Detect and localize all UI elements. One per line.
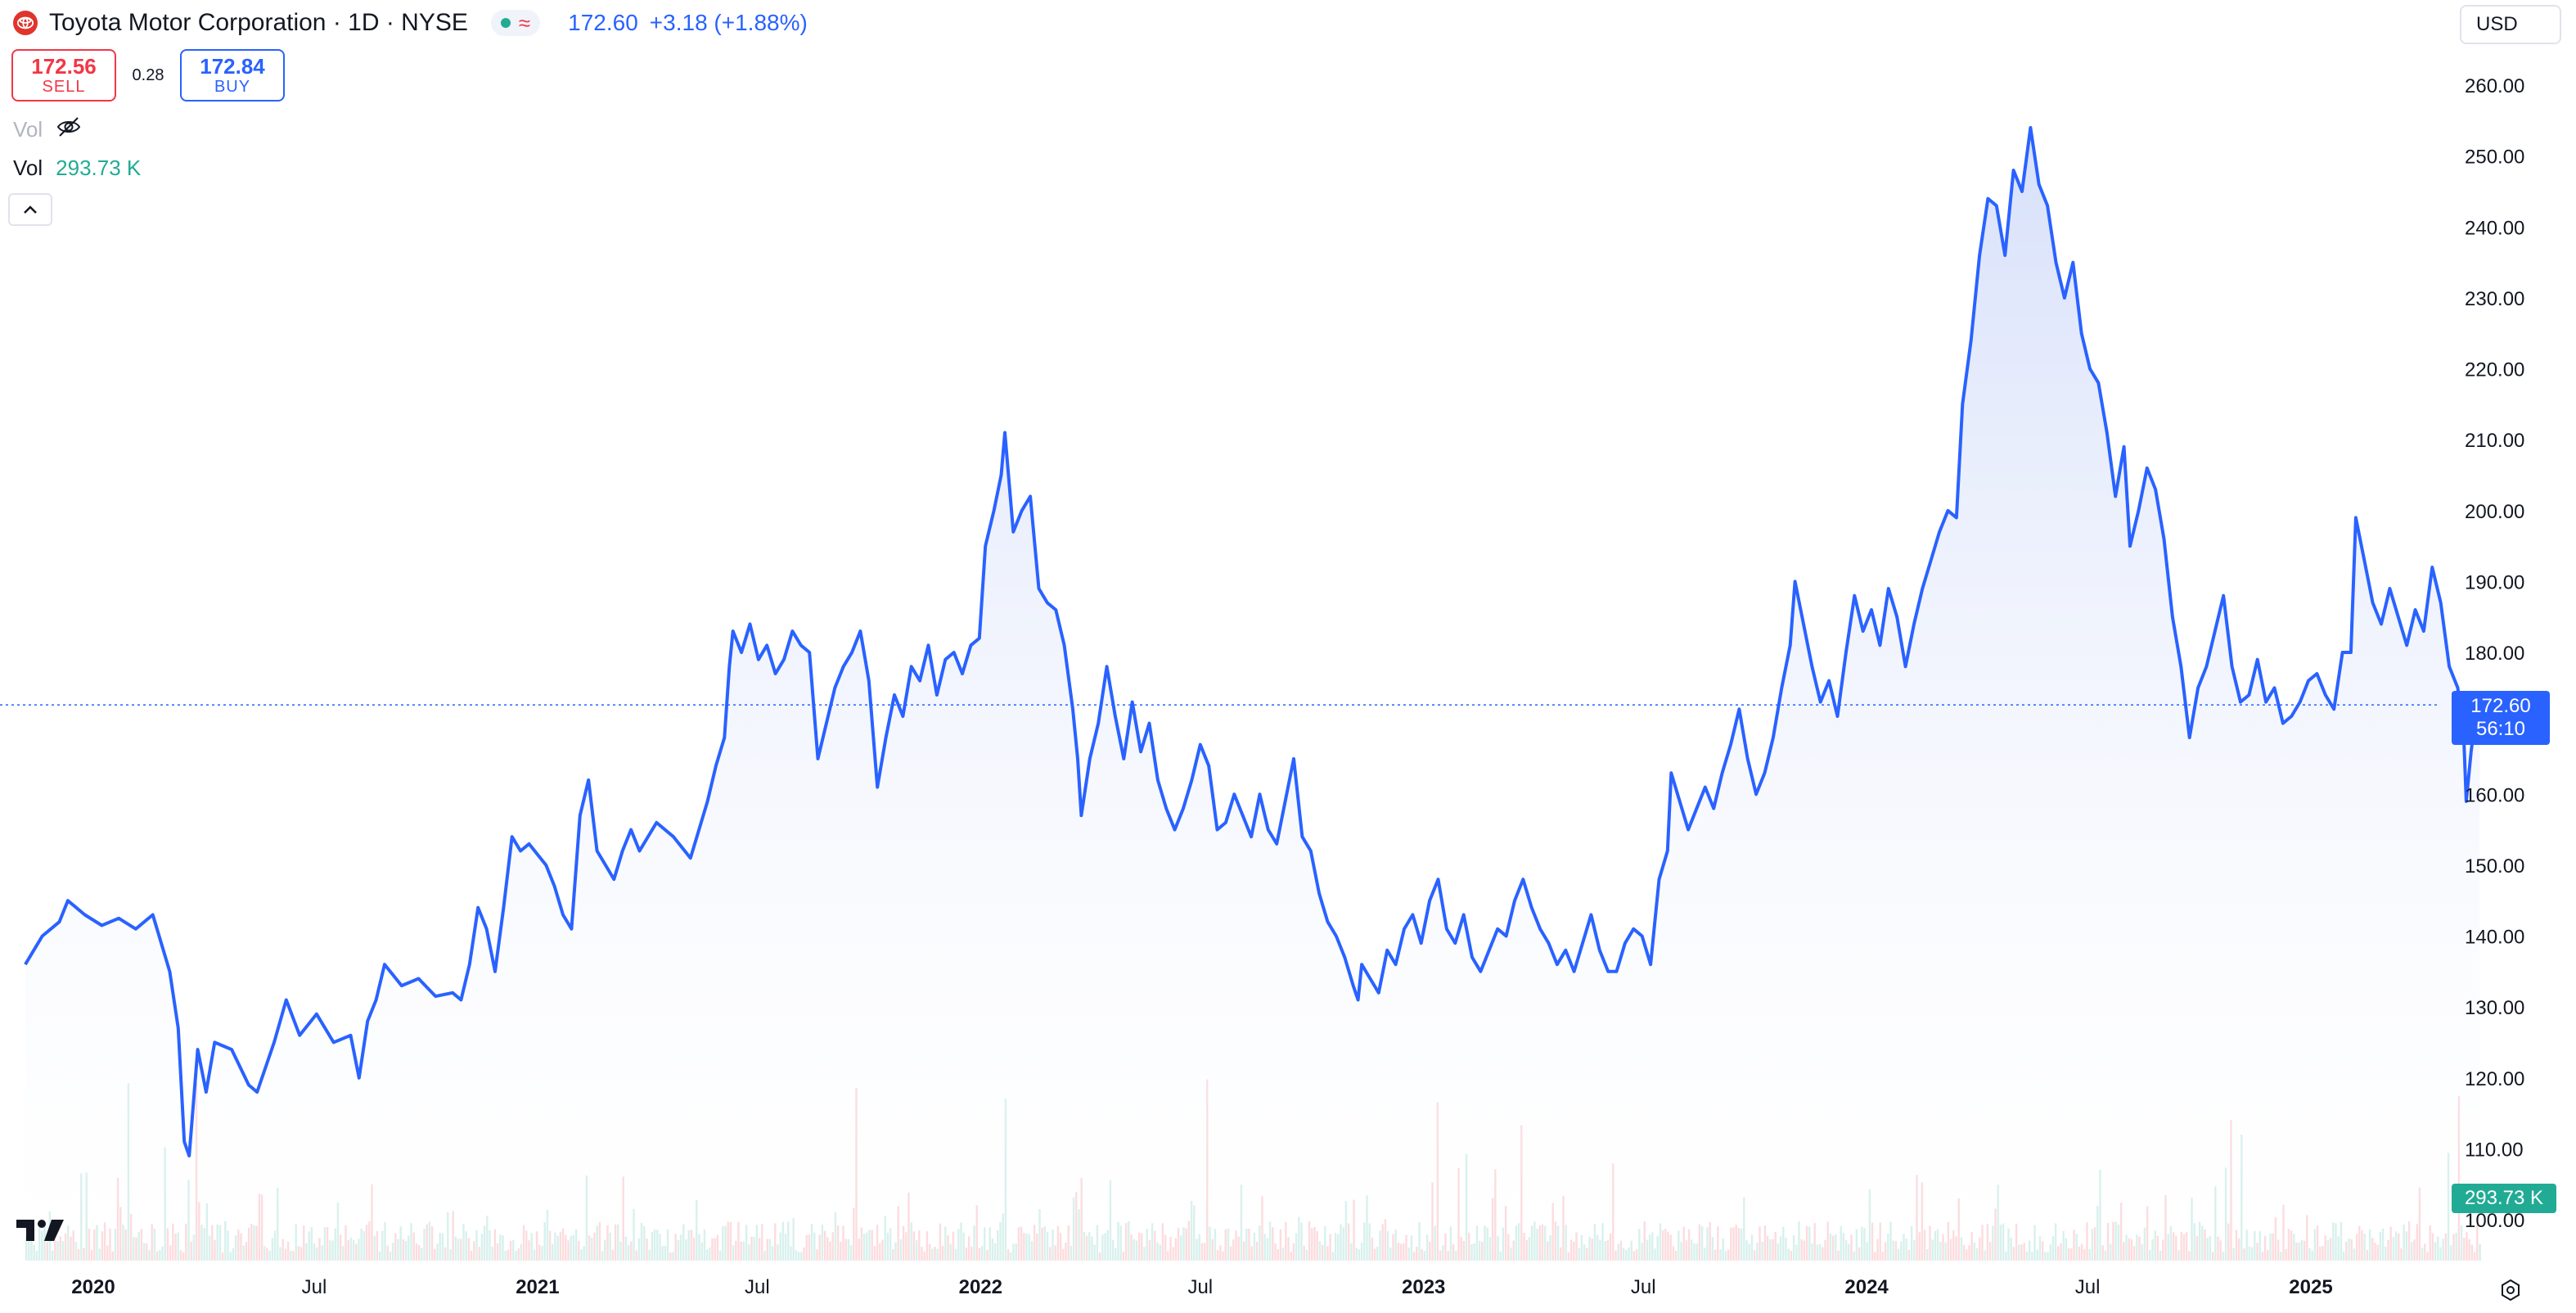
y-tick-label: 260.00 xyxy=(2465,75,2524,97)
price-area xyxy=(25,128,2480,1261)
current-volume-value: 293.73 K xyxy=(2464,1187,2544,1209)
price-line xyxy=(24,126,2482,1157)
collapse-legend-button[interactable] xyxy=(8,193,52,226)
y-tick-label: 210.00 xyxy=(2465,430,2524,452)
chevron-up-icon xyxy=(24,205,37,214)
current-volume-label: 293.73 K xyxy=(2452,1184,2556,1213)
currency-selector[interactable]: USD xyxy=(2460,5,2561,44)
y-tick-label: 160.00 xyxy=(2465,784,2524,806)
header-last-price: 172.60 xyxy=(568,10,638,35)
x-tick-label: Jul xyxy=(302,1276,327,1298)
volume-label: Vol xyxy=(13,156,43,180)
y-tick-label: 220.00 xyxy=(2465,359,2524,381)
y-tick-label: 180.00 xyxy=(2465,643,2524,665)
x-tick-label: Jul xyxy=(745,1276,770,1298)
current-price-label: 172.60 56:10 xyxy=(2452,691,2550,745)
delayed-data-icon: ≈ xyxy=(518,11,531,35)
market-open-dot-icon xyxy=(500,18,511,28)
sell-button[interactable]: 172.56 SELL xyxy=(11,49,116,102)
time-axis: 2020 Jul 2021 Jul 2022 Jul 2023 Jul 2024 Jul 2025 xyxy=(71,1276,2332,1298)
y-tick-label: 200.00 xyxy=(2465,501,2524,523)
sell-price: 172.56 xyxy=(31,54,97,79)
y-tick-label: 240.00 xyxy=(2465,217,2524,239)
bar-countdown: 56:10 xyxy=(2475,718,2526,740)
x-tick-label: 2022 xyxy=(959,1276,1002,1298)
y-tick-label: 130.00 xyxy=(2465,997,2524,1019)
x-tick-label: Jul xyxy=(1187,1276,1213,1298)
y-tick-label: 100.00 xyxy=(2465,1210,2524,1232)
y-tick-label: 150.00 xyxy=(2465,855,2524,878)
buy-button[interactable]: 172.84 BUY xyxy=(180,49,285,102)
trade-panel: 172.56 SELL 0.28 172.84 BUY xyxy=(11,49,285,102)
y-tick-label: 110.00 xyxy=(2465,1139,2524,1161)
x-tick-label: 2025 xyxy=(2289,1276,2332,1298)
y-tick-label: 120.00 xyxy=(2465,1068,2524,1090)
volume-bar xyxy=(2479,1243,2481,1261)
x-tick-label: 2021 xyxy=(516,1276,559,1298)
y-tick-label: 230.00 xyxy=(2465,288,2524,310)
volume-value: 293.73 K xyxy=(56,156,142,180)
x-tick-label: Jul xyxy=(2075,1276,2101,1298)
y-tick-label: 250.00 xyxy=(2465,147,2524,169)
volume-indicator-legend[interactable]: Vol 293.73 K xyxy=(13,156,141,181)
eye-slash-icon[interactable] xyxy=(56,116,82,143)
hidden-volume-label: Vol xyxy=(13,117,43,142)
x-tick-label: 2020 xyxy=(71,1276,115,1298)
y-tick-label: 190.00 xyxy=(2465,571,2524,593)
market-status-pill[interactable]: ≈ xyxy=(490,10,541,36)
spread-value: 0.28 xyxy=(132,65,164,84)
currency-value: USD xyxy=(2476,13,2518,35)
symbol-title[interactable]: Toyota Motor Corporation · 1D · NYSE xyxy=(49,9,468,36)
x-tick-label: Jul xyxy=(1631,1276,1656,1298)
settings-icon[interactable] xyxy=(2494,1274,2527,1306)
current-price-value: 172.60 xyxy=(2470,695,2531,717)
buy-price: 172.84 xyxy=(200,54,265,79)
x-tick-label: 2024 xyxy=(1844,1276,1889,1298)
tradingview-logo-icon[interactable] xyxy=(15,1216,67,1248)
toyota-logo-icon xyxy=(13,11,38,35)
buy-label: BUY xyxy=(214,78,251,96)
sell-label: SELL xyxy=(42,78,86,96)
y-tick-label: 140.00 xyxy=(2465,927,2524,949)
x-tick-label: 2023 xyxy=(1402,1276,1445,1298)
symbol-header: Toyota Motor Corporation · 1D · NYSE ≈ 1… xyxy=(13,7,808,39)
hidden-volume-indicator[interactable]: Vol xyxy=(13,116,82,143)
header-price-change: +3.18 (+1.88%) xyxy=(649,10,808,35)
